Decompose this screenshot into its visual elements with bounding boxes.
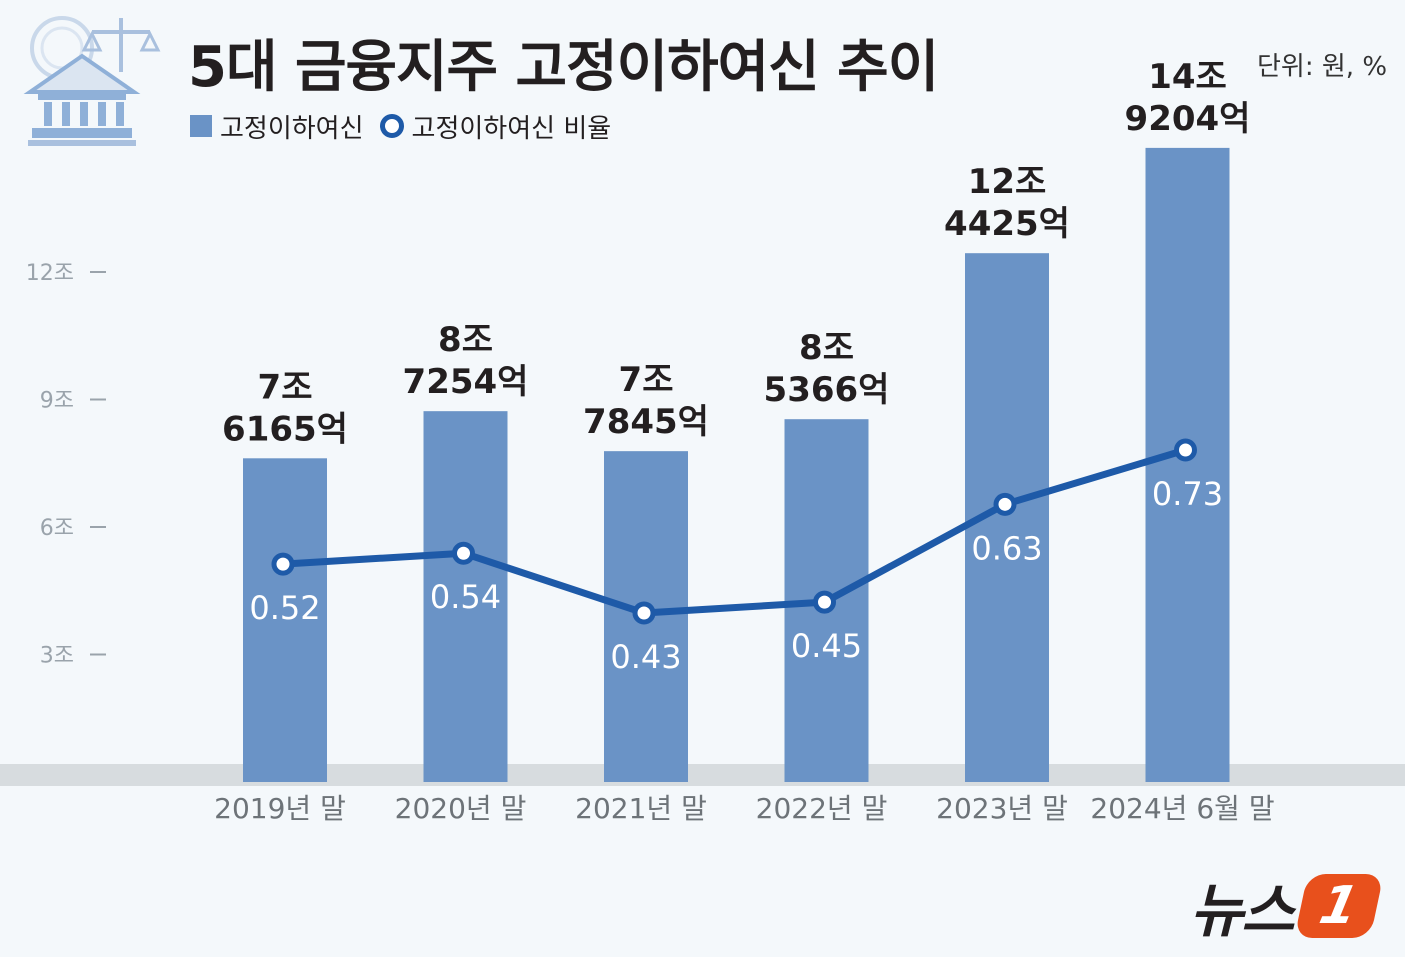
bar-value-label: 7조 — [258, 367, 313, 407]
x-category-label: 2020년 말 — [395, 792, 527, 825]
bar-value-label: 5366억 — [764, 370, 890, 410]
y-tick-label: 3조 — [40, 644, 74, 669]
legend-bar-swatch — [190, 115, 212, 137]
bar-value-label: 8조 — [438, 320, 493, 360]
bar-value-label: 12조 — [968, 162, 1047, 202]
ratio-value-label: 0.73 — [1152, 475, 1223, 513]
y-tick-label: 9조 — [40, 389, 74, 414]
ratio-value-label: 0.43 — [610, 638, 681, 676]
unit-label: 단위: 원, % — [1257, 52, 1388, 82]
y-tick-label: 6조 — [40, 516, 74, 541]
ratio-point — [452, 541, 475, 565]
bar — [1145, 147, 1230, 782]
legend-line-label: 고정이하여신 비율 — [411, 113, 612, 144]
bar-value-label: 9204억 — [1125, 99, 1251, 139]
page-title: 5대 금융지주 고정이하여신 추이 — [188, 35, 939, 100]
bar — [243, 458, 327, 782]
bar-value-label: 14조 — [1148, 57, 1227, 97]
brand-name: 뉴스 — [1190, 877, 1295, 945]
bar — [423, 411, 508, 782]
ratio-point — [632, 601, 656, 625]
x-axis-baseline — [0, 764, 1405, 786]
brand-badge-number: 1 — [1314, 876, 1364, 936]
legend-line-swatch — [379, 114, 404, 138]
bar-value-label: 7845억 — [583, 402, 709, 442]
x-category-label: 2021년 말 — [575, 792, 707, 825]
ratio-point — [993, 492, 1017, 516]
bar-value-label: 6165억 — [222, 409, 348, 449]
y-tick-label: 12조 — [26, 261, 74, 286]
x-category-label: 2019년 말 — [214, 792, 346, 825]
bar-value-label: 7254억 — [403, 362, 529, 402]
x-category-label: 2022년 말 — [756, 792, 888, 825]
bar-value-label: 7조 — [619, 360, 674, 400]
ratio-value-label: 0.45 — [791, 627, 862, 665]
ratio-line — [282, 446, 1187, 617]
ratio-point — [1174, 438, 1197, 462]
brand-badge: 1 — [1293, 874, 1384, 938]
legend-bar-label: 고정이하여신 — [220, 113, 364, 144]
legend: 고정이하여신 고정이하여신 비율 — [190, 106, 611, 146]
ratio-point — [271, 552, 295, 576]
bar-value-label: 4425억 — [944, 204, 1070, 244]
x-category-label: 2023년 말 — [936, 792, 1068, 825]
bank-logo-icon — [23, 16, 161, 146]
brand-logo: 뉴스 1 — [1190, 864, 1384, 948]
bar-value-label: 8조 — [799, 328, 854, 368]
ratio-value-label: 0.52 — [249, 589, 320, 627]
ratio-value-label: 0.54 — [430, 578, 501, 616]
ratio-point — [813, 590, 836, 614]
x-category-label: 2024년 6월 말 — [1090, 792, 1274, 825]
ratio-value-label: 0.63 — [971, 529, 1042, 567]
